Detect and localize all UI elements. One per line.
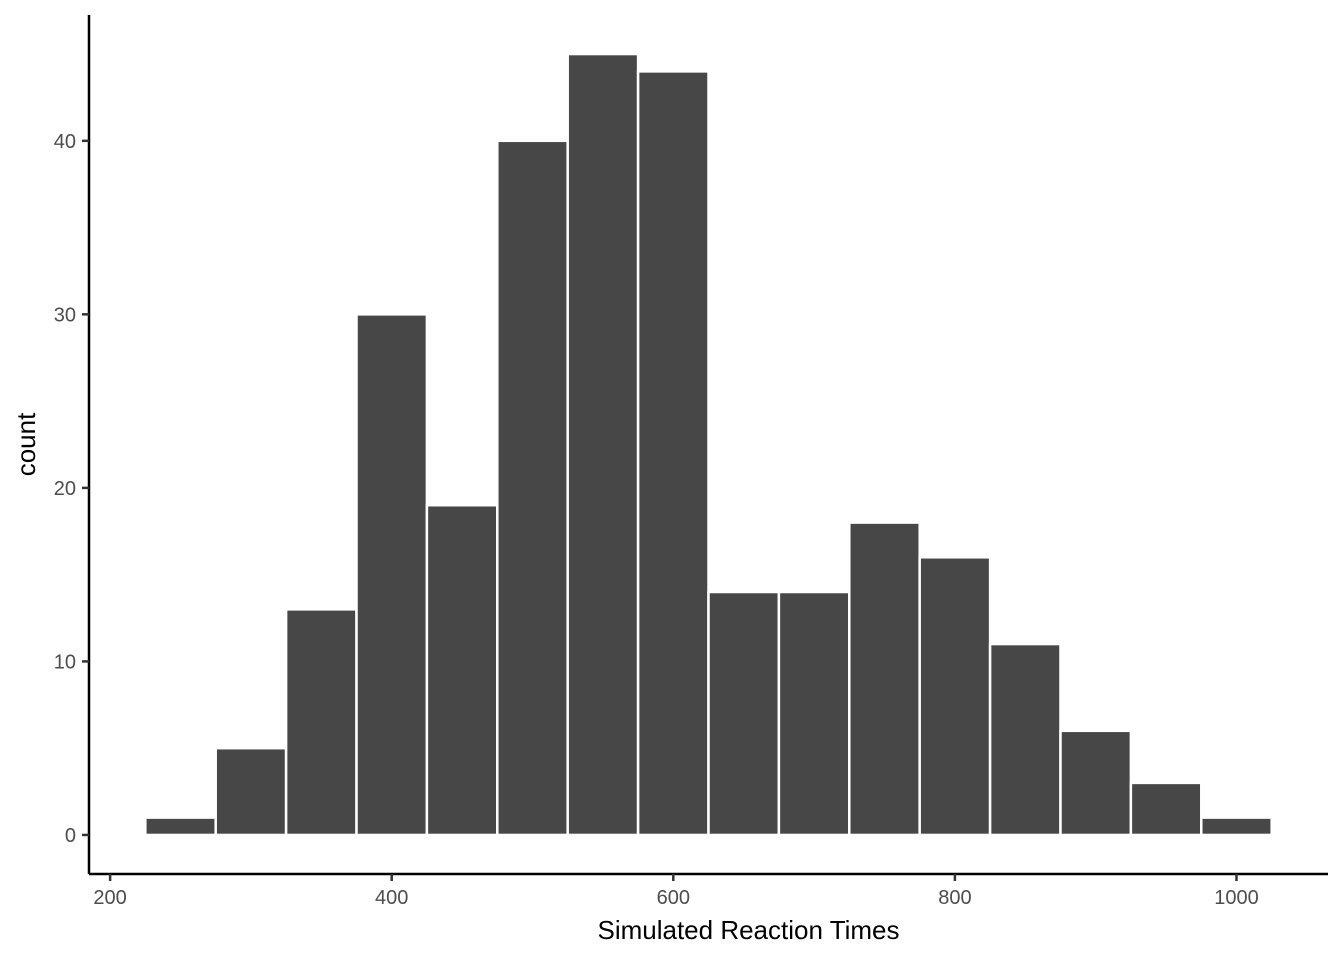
histogram-bar-1 — [214, 746, 288, 837]
histogram-bar-0 — [144, 816, 217, 837]
x-tick-label-2: 600 — [657, 887, 690, 909]
histogram-bar-5 — [496, 139, 569, 837]
y-tick-label-0: 0 — [65, 825, 76, 847]
x-ticks-group: 200 400 600 800 1000 — [93, 874, 1259, 909]
histogram-bar-4 — [425, 503, 499, 837]
histogram-bar-12 — [988, 642, 1062, 837]
x-tick-label-4: 1000 — [1214, 887, 1259, 909]
y-axis-title: count — [11, 412, 41, 476]
histogram-bar-15 — [1200, 816, 1273, 837]
x-axis-title: Simulated Reaction Times — [597, 915, 899, 945]
y-tick-label-3: 30 — [54, 304, 76, 326]
histogram-bar-2 — [284, 608, 358, 837]
histogram-bar-14 — [1129, 781, 1203, 837]
histogram-bar-11 — [918, 556, 992, 837]
axes-group — [87, 15, 1328, 876]
histogram-bar-8 — [707, 590, 781, 837]
x-tick-label-1: 400 — [375, 887, 408, 909]
x-tick-label-0: 200 — [93, 887, 126, 909]
x-tick-label-3: 800 — [938, 887, 971, 909]
y-ticks-group: 0 10 20 30 40 — [54, 131, 89, 847]
histogram-bar-6 — [566, 52, 640, 837]
bars-group — [144, 52, 1273, 837]
histogram-bar-3 — [355, 313, 429, 837]
y-tick-label-4: 40 — [54, 131, 76, 153]
histogram-bar-13 — [1059, 729, 1133, 837]
histogram-bar-9 — [777, 590, 851, 837]
y-tick-label-1: 10 — [54, 651, 76, 673]
histogram-bar-7 — [636, 70, 710, 837]
y-tick-label-2: 20 — [54, 478, 76, 500]
histogram-bar-10 — [848, 521, 921, 837]
